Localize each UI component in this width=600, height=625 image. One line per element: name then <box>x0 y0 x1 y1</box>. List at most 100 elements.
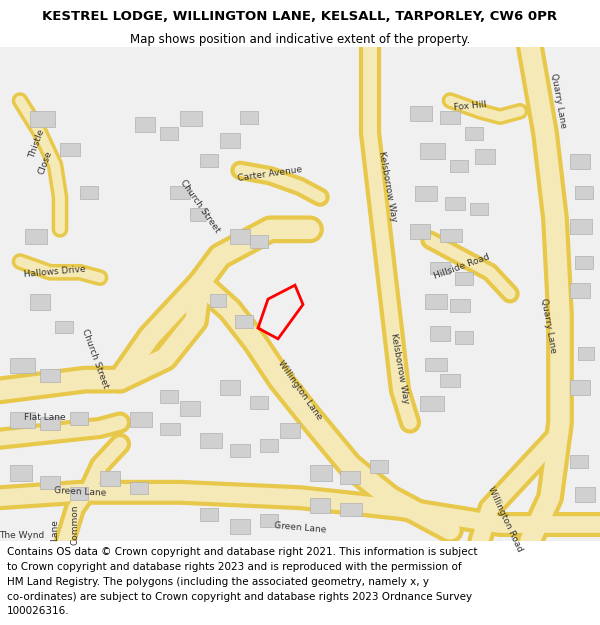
Text: HM Land Registry. The polygons (including the associated geometry, namely x, y: HM Land Registry. The polygons (includin… <box>7 577 429 587</box>
Polygon shape <box>240 111 258 124</box>
Polygon shape <box>340 471 360 484</box>
Polygon shape <box>180 401 200 416</box>
Polygon shape <box>180 111 202 126</box>
Polygon shape <box>420 396 444 411</box>
Polygon shape <box>40 418 60 430</box>
Text: Church Street: Church Street <box>178 177 221 234</box>
Polygon shape <box>220 132 240 148</box>
Polygon shape <box>190 208 206 221</box>
Text: Thistle: Thistle <box>28 127 46 159</box>
Polygon shape <box>230 444 250 457</box>
Polygon shape <box>578 348 594 360</box>
Polygon shape <box>30 294 50 310</box>
Polygon shape <box>450 299 470 312</box>
Text: Green Lane: Green Lane <box>274 521 326 534</box>
Text: Fox Hill: Fox Hill <box>453 100 487 112</box>
Text: Map shows position and indicative extent of the property.: Map shows position and indicative extent… <box>130 32 470 46</box>
Polygon shape <box>70 487 88 500</box>
Polygon shape <box>200 433 222 448</box>
Polygon shape <box>160 422 180 436</box>
Polygon shape <box>200 508 218 521</box>
Polygon shape <box>575 487 595 502</box>
Text: Hallows Drive: Hallows Drive <box>23 265 86 279</box>
Polygon shape <box>40 369 60 382</box>
Text: Green Lane: Green Lane <box>53 486 106 498</box>
Polygon shape <box>60 144 80 156</box>
Polygon shape <box>250 235 268 248</box>
Text: to Crown copyright and database rights 2023 and is reproduced with the permissio: to Crown copyright and database rights 2… <box>7 562 462 572</box>
Text: Lane: Lane <box>50 519 59 541</box>
Polygon shape <box>230 519 250 534</box>
Text: Willington Road: Willington Road <box>486 485 524 553</box>
Polygon shape <box>135 117 155 132</box>
Polygon shape <box>235 315 253 328</box>
Polygon shape <box>410 224 430 239</box>
Polygon shape <box>410 106 432 121</box>
Polygon shape <box>430 261 450 274</box>
Polygon shape <box>250 396 268 409</box>
Polygon shape <box>470 202 488 216</box>
Polygon shape <box>200 154 218 167</box>
Polygon shape <box>575 256 593 269</box>
Polygon shape <box>70 412 88 425</box>
Polygon shape <box>430 326 450 341</box>
Polygon shape <box>440 111 460 124</box>
Polygon shape <box>455 331 473 344</box>
Polygon shape <box>425 294 447 309</box>
Polygon shape <box>465 127 483 140</box>
Polygon shape <box>455 272 473 285</box>
Text: 100026316.: 100026316. <box>7 606 70 616</box>
Polygon shape <box>310 466 332 481</box>
Polygon shape <box>445 197 465 210</box>
Polygon shape <box>25 229 47 244</box>
Polygon shape <box>570 379 590 394</box>
Polygon shape <box>130 412 152 427</box>
Polygon shape <box>260 514 278 527</box>
Polygon shape <box>160 391 178 403</box>
Polygon shape <box>130 482 148 494</box>
Text: Close: Close <box>37 150 53 176</box>
Polygon shape <box>40 476 60 489</box>
Text: Willington Lane: Willington Lane <box>276 359 324 422</box>
Polygon shape <box>440 374 460 387</box>
Polygon shape <box>55 321 73 334</box>
Polygon shape <box>420 144 445 159</box>
Polygon shape <box>160 127 178 140</box>
Text: The Wynd: The Wynd <box>0 531 44 540</box>
Text: Kelsborrow Way: Kelsborrow Way <box>377 151 398 222</box>
Polygon shape <box>570 154 590 169</box>
Polygon shape <box>10 358 35 373</box>
Polygon shape <box>170 186 190 199</box>
Polygon shape <box>220 379 240 394</box>
Polygon shape <box>440 229 462 242</box>
Text: Quarry Lane: Quarry Lane <box>549 72 567 129</box>
Polygon shape <box>80 186 98 199</box>
Polygon shape <box>10 412 35 428</box>
Text: Common: Common <box>71 504 79 545</box>
Polygon shape <box>575 186 593 199</box>
Polygon shape <box>475 149 495 164</box>
Polygon shape <box>340 503 362 516</box>
Text: Kelsborrow Way: Kelsborrow Way <box>389 333 410 405</box>
Text: Quarry Lane: Quarry Lane <box>539 298 557 354</box>
Polygon shape <box>415 186 437 201</box>
Text: Carter Avenue: Carter Avenue <box>237 164 303 182</box>
Polygon shape <box>10 466 32 481</box>
Text: KESTREL LODGE, WILLINGTON LANE, KELSALL, TARPORLEY, CW6 0PR: KESTREL LODGE, WILLINGTON LANE, KELSALL,… <box>43 10 557 23</box>
Polygon shape <box>570 283 590 298</box>
Polygon shape <box>370 460 388 473</box>
Polygon shape <box>570 219 592 234</box>
Polygon shape <box>30 111 55 128</box>
Polygon shape <box>260 439 278 451</box>
Text: Church Street: Church Street <box>80 328 110 389</box>
Text: Contains OS data © Crown copyright and database right 2021. This information is : Contains OS data © Crown copyright and d… <box>7 548 478 558</box>
Polygon shape <box>100 471 120 486</box>
Polygon shape <box>310 498 330 512</box>
Polygon shape <box>450 159 468 172</box>
Text: Flat Lane: Flat Lane <box>24 412 66 422</box>
Text: Hillside Road: Hillside Road <box>433 253 491 281</box>
Polygon shape <box>230 229 250 244</box>
Text: co-ordinates) are subject to Crown copyright and database rights 2023 Ordnance S: co-ordinates) are subject to Crown copyr… <box>7 592 472 602</box>
Polygon shape <box>425 358 447 371</box>
Polygon shape <box>210 294 226 307</box>
